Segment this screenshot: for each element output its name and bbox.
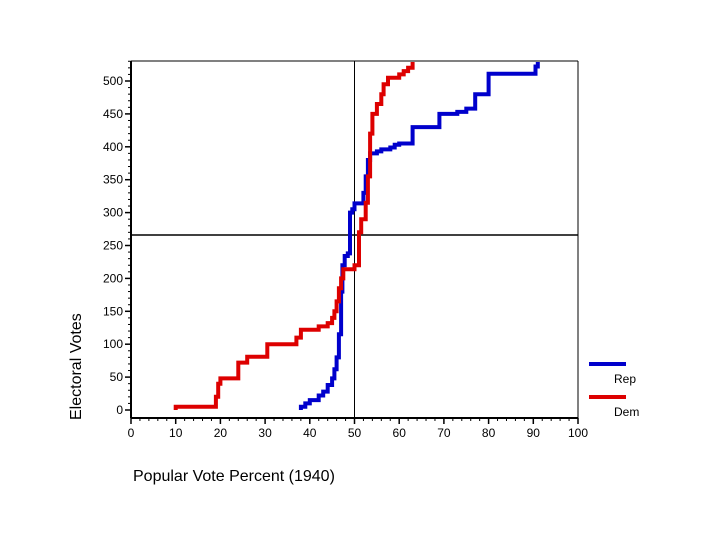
y-tick-label: 400 bbox=[103, 140, 123, 154]
y-tick-label: 250 bbox=[103, 239, 123, 253]
y-tick-label: 150 bbox=[103, 304, 123, 318]
x-tick-label: 50 bbox=[348, 426, 362, 440]
y-axis-title: Electoral Votes bbox=[68, 313, 85, 420]
x-tick-label: 20 bbox=[214, 426, 228, 440]
y-tick-label: 350 bbox=[103, 173, 123, 187]
legend-label-rep: Rep bbox=[614, 372, 636, 386]
reference-lines bbox=[131, 61, 578, 418]
x-tick-label: 90 bbox=[527, 426, 541, 440]
y-tick-labels: 0 50 100 150 200 250 300 350 400 450 500 bbox=[103, 74, 123, 417]
y-tick-label: 50 bbox=[110, 370, 124, 384]
x-tick-label: 30 bbox=[258, 426, 272, 440]
x-tick-label: 80 bbox=[482, 426, 496, 440]
x-tick-label: 0 bbox=[128, 426, 135, 440]
x-tick-label: 40 bbox=[303, 426, 317, 440]
y-tick-label: 300 bbox=[103, 206, 123, 220]
series-line-rep bbox=[298, 62, 540, 410]
y-tick-label: 450 bbox=[103, 107, 123, 121]
y-tick-label: 0 bbox=[116, 403, 123, 417]
series-lines bbox=[173, 62, 540, 410]
x-tick-label: 60 bbox=[393, 426, 407, 440]
y-tick-label: 500 bbox=[103, 74, 123, 88]
y-tick-label: 100 bbox=[103, 337, 123, 351]
legend-label-dem: Dem bbox=[614, 405, 639, 419]
y-tick-label: 200 bbox=[103, 271, 123, 285]
minor-ticks bbox=[125, 60, 579, 424]
x-tick-label: 10 bbox=[169, 426, 183, 440]
x-tick-label: 100 bbox=[568, 426, 588, 440]
legend: Rep Dem bbox=[589, 362, 639, 419]
x-tick-label: 70 bbox=[437, 426, 451, 440]
series-line-dem bbox=[173, 62, 415, 410]
x-tick-labels: 0 10 20 30 40 50 60 70 80 90 100 bbox=[128, 426, 589, 440]
x-axis-title: Popular Vote Percent (1940) bbox=[133, 468, 335, 485]
